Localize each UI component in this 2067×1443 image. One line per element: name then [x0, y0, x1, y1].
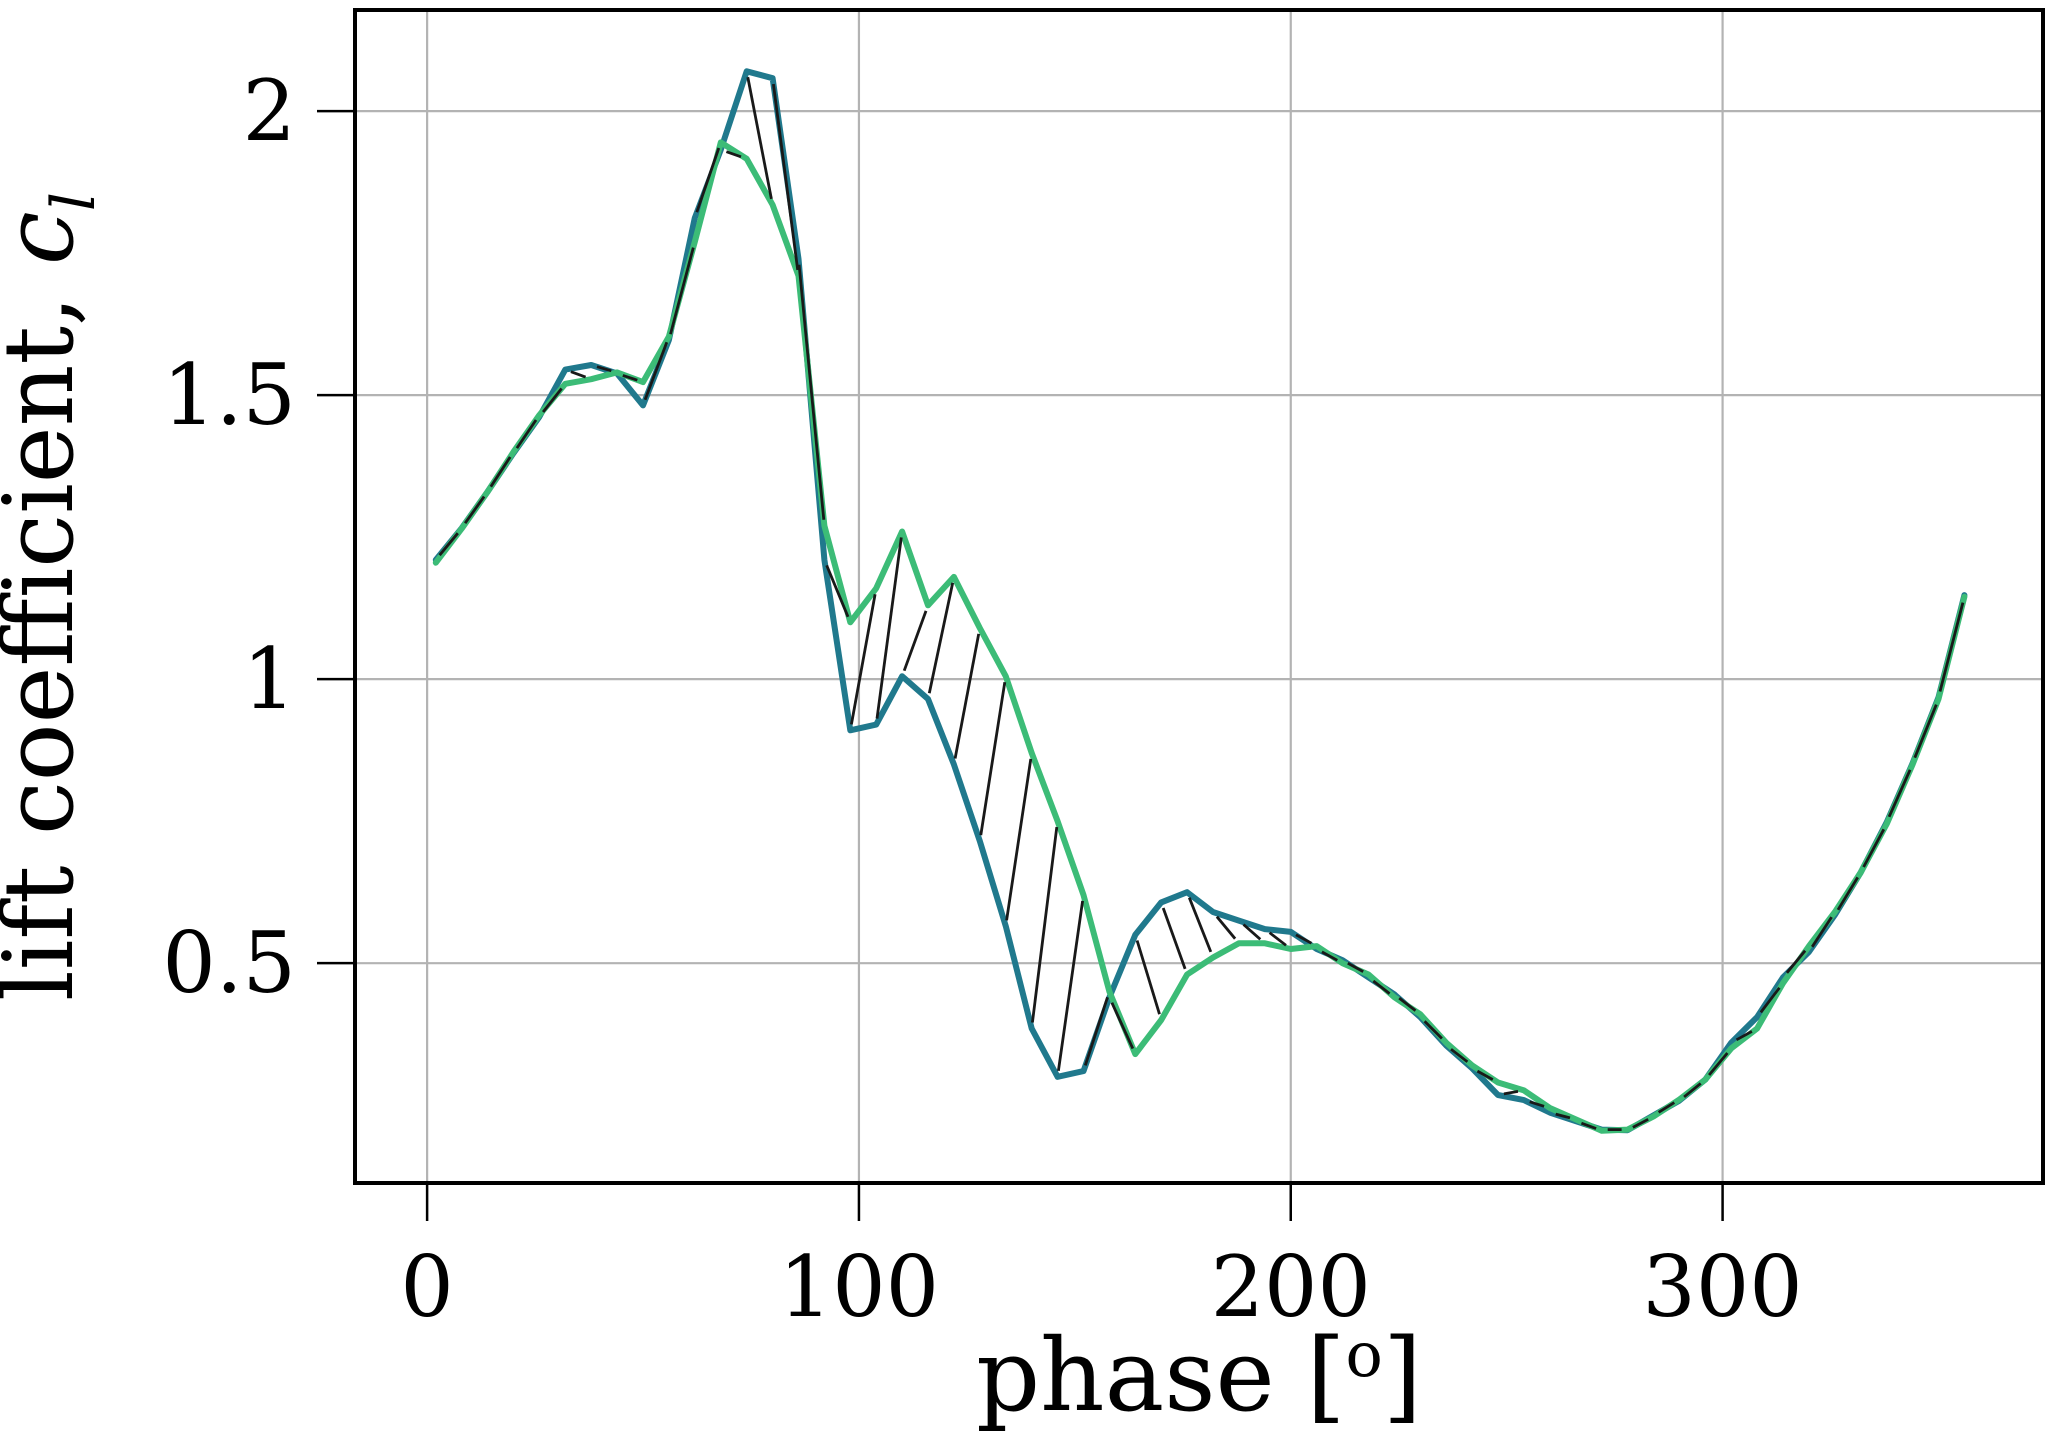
hatch-segment: [746, 76, 773, 200]
hatch-lines: [438, 76, 1965, 1131]
plot-border: [353, 8, 2045, 1185]
hatch-segment: [1187, 897, 1213, 953]
hatch-segment: [515, 419, 538, 449]
hatch-segment: [1450, 1048, 1469, 1063]
x-tick-label: 300: [1642, 1238, 1802, 1336]
hatch-segment: [927, 582, 955, 694]
hatch-segment: [1057, 900, 1084, 1071]
hatch-segment: [1005, 758, 1033, 921]
x-tick-label: 200: [1211, 1238, 1371, 1336]
hatch-segment: [1031, 826, 1059, 1023]
hatch-segment: [772, 83, 800, 271]
hatch-segment: [1836, 876, 1859, 911]
hatch-segment: [622, 374, 638, 382]
hatch-segment: [669, 247, 695, 335]
hatch-segment: [875, 537, 903, 719]
hatch-segment: [1398, 996, 1417, 1012]
hatch-segment: [1083, 996, 1109, 1066]
hatch-segment: [1580, 1121, 1597, 1130]
y-tick-label: 1: [243, 630, 296, 728]
hatch-segment: [1708, 1052, 1729, 1076]
hatch-segment: [725, 150, 742, 159]
hatch-segment: [1347, 961, 1364, 973]
hatch-segment: [1887, 769, 1912, 818]
hatch-segment: [825, 564, 850, 618]
hatch-segment: [902, 610, 928, 672]
hatch-segment: [1657, 1101, 1676, 1114]
y-tick-label: 0.5: [162, 914, 296, 1012]
x-axis-label: phase [o]: [976, 1317, 1422, 1434]
hatch-segment: [1423, 1020, 1443, 1040]
x-tick-label: 100: [779, 1238, 939, 1336]
hatch-segment: [438, 532, 459, 557]
hatch-segment: [1811, 916, 1833, 948]
hatch-segment: [596, 365, 612, 373]
hatch-segment: [1785, 949, 1807, 974]
hatch-segment: [1295, 933, 1313, 945]
x-tick-label: 0: [400, 1238, 453, 1336]
hatch-segment: [1110, 1002, 1135, 1050]
hatch-segment: [1555, 1112, 1571, 1120]
y-tick-label: 2: [243, 62, 296, 160]
y-tick-label: 1.5: [162, 346, 296, 444]
y-axis-label: lift coefficient, cl: [0, 192, 109, 1001]
hatch-segment: [797, 264, 826, 520]
hatch-segment: [1529, 1100, 1545, 1108]
hatch-segment: [1135, 940, 1161, 1015]
hatch-segment: [1372, 979, 1391, 995]
hatch-segment: [489, 456, 512, 488]
hatch-segment: [1161, 907, 1187, 970]
tick-labels: 0 100 200 300 0.5 1 1.5 2: [162, 62, 1802, 1336]
hatch-segment: [1242, 923, 1262, 941]
hatch-segment: [1683, 1082, 1702, 1098]
hatch-segment: [1476, 1069, 1494, 1081]
hatch-segment: [1321, 950, 1338, 962]
hatch-segment: [1632, 1118, 1649, 1129]
hatch-segment: [1215, 915, 1237, 940]
axis-ticks: [317, 109, 1724, 1221]
hatch-segment: [1503, 1090, 1519, 1096]
hatch-segment: [1913, 704, 1938, 759]
hatch-segment: [850, 593, 877, 725]
hatch-segment: [1862, 828, 1886, 868]
hatch-segment: [1759, 986, 1781, 1014]
hatch-segment: [1938, 602, 1965, 692]
hatch-segment: [541, 387, 563, 413]
hatch-segment: [1735, 1030, 1753, 1042]
hatch-segment: [1268, 931, 1287, 947]
hatch-segment: [570, 370, 587, 379]
hatch-segment: [463, 495, 486, 525]
hatch-segment: [643, 341, 669, 401]
hatch-segment: [695, 147, 721, 213]
hatch-segment: [979, 681, 1007, 836]
hatch-segment: [953, 633, 981, 759]
